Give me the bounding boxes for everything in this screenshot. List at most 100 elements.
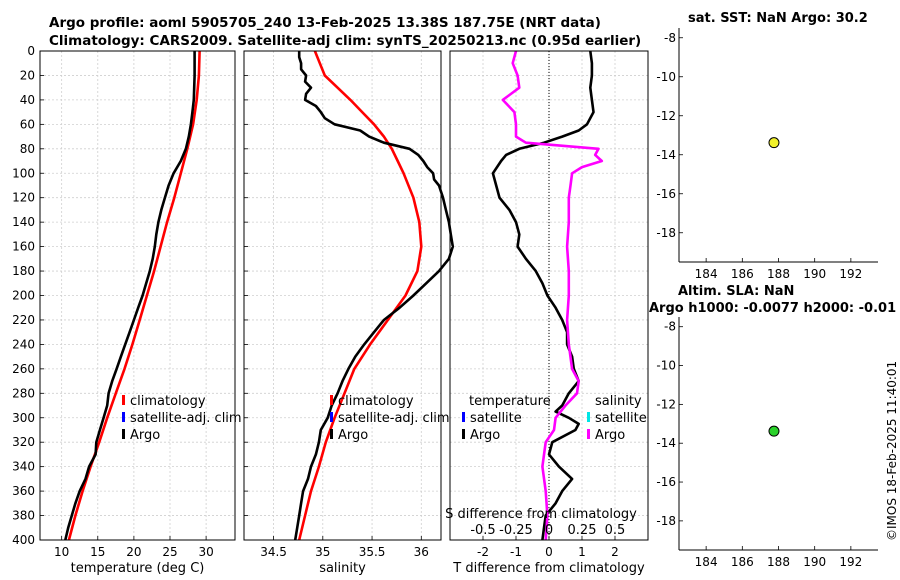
diff-legend-s-argo-label: Argo (595, 428, 625, 443)
depth-tick-label: 140 (12, 215, 35, 229)
temp-xtick-label: 20 (126, 545, 141, 559)
diff-axes-frame (449, 50, 649, 541)
map_sla-xtick-label: 192 (839, 555, 862, 569)
map_sla-xtick-label: 186 (731, 555, 754, 569)
map_sst-ytick-label: -16 (656, 187, 676, 201)
temp-legend-argo-swatch (122, 429, 125, 439)
diff-s-tick-label: -0.25 (499, 523, 533, 538)
sal-legend-satellite-swatch (330, 412, 333, 422)
temp-xtick-label: 30 (198, 545, 213, 559)
map_sla-argo-position-marker (768, 425, 780, 437)
temp-legend-satellite-label: satellite-adj. clim (130, 411, 242, 426)
depth-tick-label: 300 (12, 411, 35, 425)
map_sst-xtick-label: 184 (695, 267, 718, 281)
figure-title-line1: Argo profile: aoml 5905705_240 13-Feb-20… (49, 15, 601, 31)
map_sst-ytick-label: -18 (656, 226, 676, 240)
map_sla-xtick-label: 190 (803, 555, 826, 569)
temp-legend-satellite-swatch (122, 412, 125, 422)
map_sla-ytick-label: -14 (656, 436, 676, 450)
sal-legend-climatology-swatch (330, 395, 333, 405)
diff-legend-t-satellite-swatch (462, 412, 465, 422)
depth-tick-label: 320 (12, 435, 35, 449)
temp-legend-climatology-swatch (122, 395, 125, 405)
sal-series-argo (293, 51, 455, 541)
temp-series-argo (64, 51, 196, 541)
diff-t-tick-label: 2 (611, 545, 619, 559)
map_sst-ytick-label: -10 (656, 70, 676, 84)
depth-tick-label: 240 (12, 337, 35, 351)
figure-title-line2: Climatology: CARS2009. Satellite-adj cli… (49, 33, 642, 49)
depth-tick-label: 0 (27, 44, 35, 58)
sal-xtick-label: 35.5 (359, 545, 386, 559)
map_sla-xtick-label: 188 (767, 555, 790, 569)
map_sst-xtick-label: 186 (731, 267, 754, 281)
map_sst-xtick-label: 192 (839, 267, 862, 281)
depth-tick-label: 360 (12, 484, 35, 498)
diff-legend-t-argo-swatch (462, 429, 465, 439)
temp-xlabel: temperature (deg C) (71, 561, 205, 576)
map_sla-ytick-label: -18 (656, 514, 676, 528)
temp-xtick-label: 15 (90, 545, 105, 559)
depth-tick-label: 20 (20, 68, 35, 82)
map_sla-ytick-label: -12 (656, 397, 676, 411)
sla-map-subtitle: Argo h1000: -0.0077 h2000: -0.01 (649, 301, 897, 316)
depth-tick-label: 80 (20, 142, 35, 156)
depth-tick-label: 120 (12, 191, 35, 205)
depth-tick-label: 100 (12, 166, 35, 180)
sal-axes-frame (243, 50, 442, 541)
map_sla-ytick-label: -10 (656, 359, 676, 373)
diff-legend-salinity-heading: salinity (595, 394, 642, 409)
diff-s-tick-label: 0 (545, 523, 553, 538)
diff-legend-t-argo-label: Argo (470, 428, 500, 443)
sal-legend-argo-label: Argo (338, 428, 368, 443)
sal-legend-satellite-label: satellite-adj. clim (338, 411, 450, 426)
map_sla-ytick-label: -8 (664, 320, 676, 334)
depth-tick-label: 40 (20, 93, 35, 107)
temp-xtick-label: 25 (162, 545, 177, 559)
sla-map-title: Altim. SLA: NaN (678, 284, 795, 299)
depth-tick-label: 380 (12, 509, 35, 523)
diff-s-tick-label: 0.5 (605, 523, 626, 538)
sal-xtick-label: 34.5 (260, 545, 287, 559)
depth-tick-label: 400 (12, 533, 35, 547)
diff-s-tick-label: 0.25 (568, 523, 597, 538)
diff-t-tick-label: -1 (510, 545, 522, 559)
map_sst-ytick-label: -8 (664, 31, 676, 45)
diff-legend-s-argo-swatch (587, 429, 590, 439)
depth-tick-label: 340 (12, 460, 35, 474)
depth-tick-label: 60 (20, 117, 35, 131)
depth-tick-label: 180 (12, 264, 35, 278)
sal-xlabel: salinity (319, 561, 366, 576)
sal-series-climatology (297, 50, 423, 541)
sal-legend-climatology-label: climatology (338, 394, 414, 409)
diff-t-tick-label: 1 (578, 545, 586, 559)
depth-tick-label: 200 (12, 289, 35, 303)
map_sst-xtick-label: 188 (767, 267, 790, 281)
temp-xtick-label: 10 (54, 545, 69, 559)
temp-legend-climatology-label: climatology (130, 394, 206, 409)
temp-axes-frame (39, 50, 236, 541)
sal-xtick-label: 36 (414, 545, 429, 559)
diff-s-axis-label: S difference from climatology (445, 507, 637, 522)
temp-legend-argo-label: Argo (130, 428, 160, 443)
map_sst-argo-position-marker (768, 137, 780, 149)
map_sla-ytick-label: -16 (656, 475, 676, 489)
diff-xlabel: T difference from climatology (452, 561, 645, 576)
map_sst-ytick-label: -12 (656, 109, 676, 123)
diff-series-salinity-argo (501, 50, 604, 541)
sst-map-title: sat. SST: NaN Argo: 30.2 (688, 11, 868, 26)
diff-legend-s-satellite-label: satellite (595, 411, 647, 426)
diff-legend-s-satellite-swatch (587, 412, 590, 422)
map_sst-xtick-label: 190 (803, 267, 826, 281)
diff-legend-t-satellite-label: satellite (470, 411, 522, 426)
sal-xtick-label: 35 (315, 545, 330, 559)
diff-t-tick-label: -2 (477, 545, 489, 559)
depth-tick-label: 220 (12, 313, 35, 327)
diff-legend-temperature-heading: temperature (469, 394, 551, 409)
sal-legend-argo-swatch (330, 429, 333, 439)
depth-tick-label: 160 (12, 240, 35, 254)
map_sst-ytick-label: -14 (656, 148, 676, 162)
map_sla-xtick-label: 184 (695, 555, 718, 569)
diff-s-tick-label: -0.5 (470, 523, 495, 538)
diff-t-tick-label: 0 (545, 545, 553, 559)
